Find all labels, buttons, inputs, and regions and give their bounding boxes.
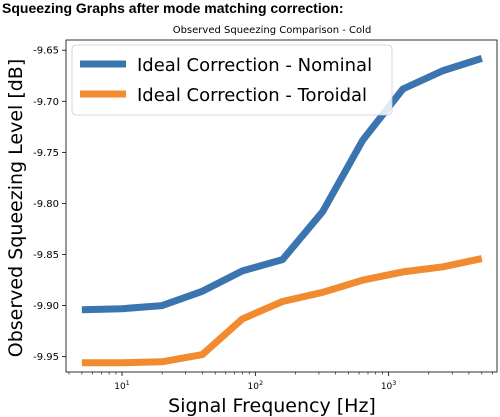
legend-box	[71, 44, 393, 116]
x-tick-label: 102	[248, 379, 264, 392]
plot-series	[81, 55, 483, 367]
y-axis-label: Observed Squeezing Level [dB]	[5, 59, 27, 358]
plot-frame	[65, 39, 498, 373]
x-axis-ticks: 101 102 103	[68, 372, 493, 392]
y-tick-label: -9.90	[33, 301, 59, 312]
y-tick-label: -9.95	[33, 352, 59, 363]
legend-label: Ideal Correction - Toroidal	[137, 85, 367, 106]
y-tick-label: -9.70	[33, 97, 59, 108]
page-heading: Squeezing Graphs after mode matching cor…	[2, 0, 344, 16]
series-line-toroidal	[81, 255, 483, 367]
y-tick-label: -9.75	[33, 148, 59, 159]
x-axis-label: Signal Frequency [Hz]	[168, 395, 376, 417]
y-axis-ticks: -9.95 -9.90 -9.85 -9.80 -9.75 -9.70 -9.65	[33, 46, 66, 363]
legend-label: Ideal Correction - Nominal	[137, 55, 372, 76]
legend: Ideal Correction - Nominal Ideal Correcti…	[71, 44, 393, 116]
chart-title: Observed Squeezing Comparison - Cold	[173, 25, 372, 36]
x-tick-label: 101	[114, 379, 130, 392]
series-line-nominal	[81, 55, 483, 314]
y-tick-label: -9.85	[33, 250, 59, 261]
y-tick-label: -9.65	[33, 46, 59, 57]
y-tick-label: -9.80	[33, 199, 59, 210]
x-tick-label: 103	[381, 379, 397, 392]
